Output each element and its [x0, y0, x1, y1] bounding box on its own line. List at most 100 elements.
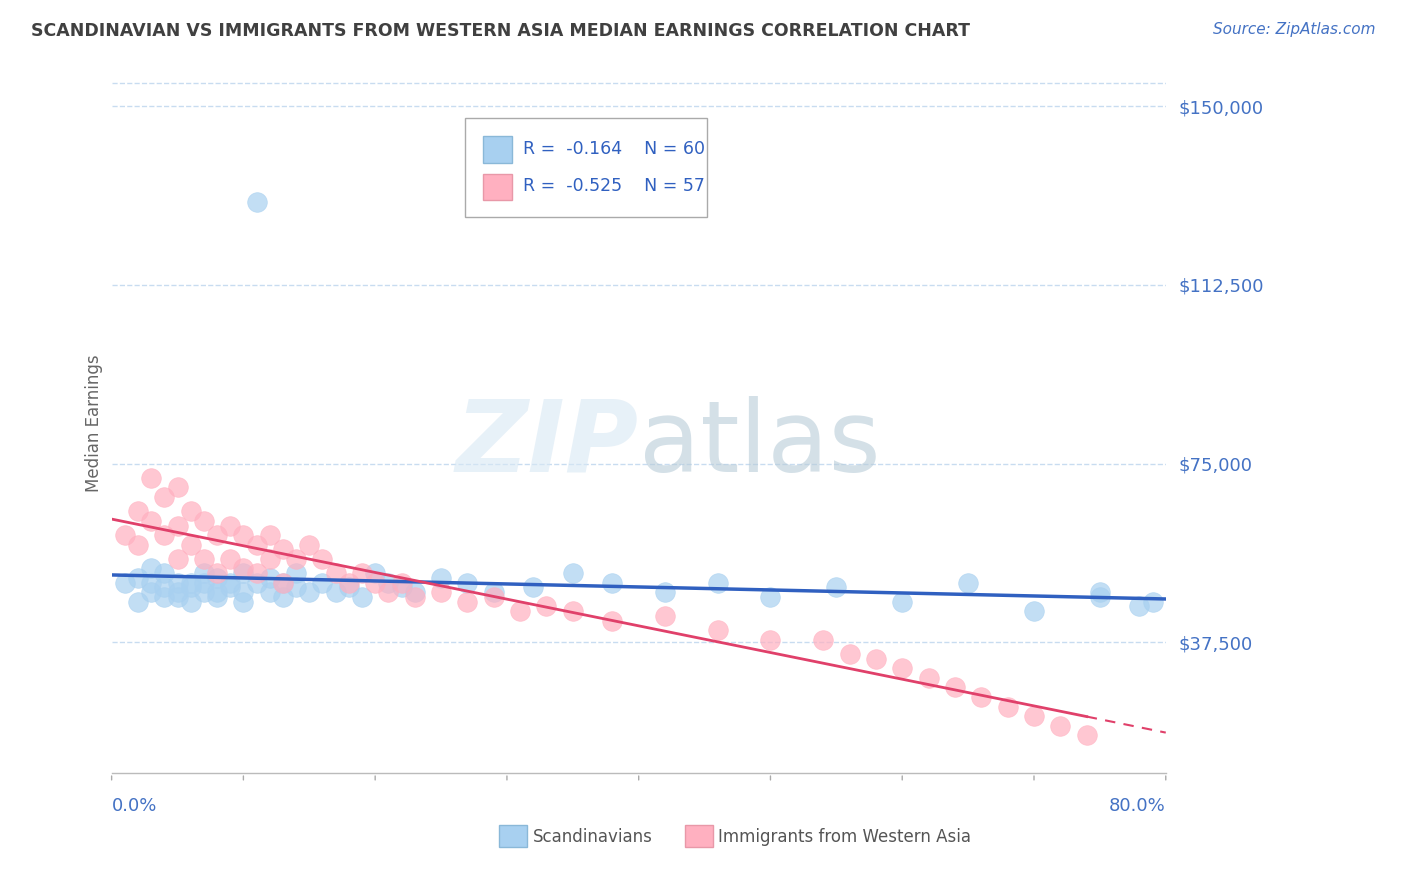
- Point: [127, 595, 149, 609]
- Point: [325, 566, 347, 581]
- Point: [141, 585, 163, 599]
- Point: [1088, 590, 1111, 604]
- Point: [654, 585, 676, 599]
- Point: [970, 690, 993, 704]
- Point: [706, 624, 728, 638]
- Point: [180, 575, 202, 590]
- Point: [377, 575, 399, 590]
- Point: [232, 561, 254, 575]
- Point: [166, 585, 188, 599]
- Point: [166, 575, 188, 590]
- Point: [153, 528, 176, 542]
- Point: [245, 194, 267, 209]
- Point: [891, 661, 914, 675]
- Point: [1022, 604, 1045, 618]
- Point: [825, 581, 848, 595]
- Point: [943, 681, 966, 695]
- Point: [706, 575, 728, 590]
- Text: ZIP: ZIP: [456, 395, 638, 492]
- Point: [153, 566, 176, 581]
- Point: [193, 566, 215, 581]
- Point: [350, 566, 373, 581]
- Text: 0.0%: 0.0%: [111, 797, 157, 815]
- Point: [391, 581, 413, 595]
- Point: [232, 566, 254, 581]
- Point: [205, 566, 228, 581]
- Text: R =  -0.525    N = 57: R = -0.525 N = 57: [523, 178, 704, 195]
- Text: atlas: atlas: [638, 395, 880, 492]
- Point: [259, 528, 281, 542]
- Point: [337, 581, 360, 595]
- Text: Source: ZipAtlas.com: Source: ZipAtlas.com: [1212, 22, 1375, 37]
- Point: [114, 575, 136, 590]
- Point: [153, 590, 176, 604]
- Point: [522, 581, 544, 595]
- FancyBboxPatch shape: [465, 119, 707, 217]
- Point: [271, 590, 294, 604]
- Point: [1142, 595, 1164, 609]
- Point: [509, 604, 531, 618]
- Point: [259, 585, 281, 599]
- Point: [180, 581, 202, 595]
- Point: [127, 504, 149, 518]
- Point: [232, 595, 254, 609]
- Point: [364, 575, 387, 590]
- Point: [114, 528, 136, 542]
- Point: [245, 537, 267, 551]
- Point: [561, 604, 583, 618]
- Point: [141, 575, 163, 590]
- Point: [205, 585, 228, 599]
- Point: [232, 528, 254, 542]
- Point: [219, 518, 242, 533]
- Point: [141, 561, 163, 575]
- Point: [166, 518, 188, 533]
- Point: [865, 652, 887, 666]
- Point: [311, 552, 333, 566]
- Point: [1088, 585, 1111, 599]
- Point: [141, 514, 163, 528]
- Y-axis label: Median Earnings: Median Earnings: [86, 354, 103, 491]
- Point: [180, 537, 202, 551]
- Point: [166, 480, 188, 494]
- Point: [391, 575, 413, 590]
- Point: [193, 575, 215, 590]
- Point: [1128, 599, 1150, 614]
- Point: [325, 585, 347, 599]
- Point: [285, 566, 308, 581]
- Point: [232, 585, 254, 599]
- Point: [166, 552, 188, 566]
- Point: [245, 575, 267, 590]
- Point: [205, 528, 228, 542]
- Text: 80.0%: 80.0%: [1109, 797, 1166, 815]
- Point: [259, 571, 281, 585]
- Point: [153, 490, 176, 504]
- Point: [482, 585, 505, 599]
- Point: [166, 590, 188, 604]
- Point: [271, 575, 294, 590]
- Point: [456, 575, 478, 590]
- Point: [193, 514, 215, 528]
- Point: [536, 599, 558, 614]
- Point: [205, 590, 228, 604]
- Point: [180, 504, 202, 518]
- Point: [180, 595, 202, 609]
- Point: [127, 571, 149, 585]
- Point: [245, 566, 267, 581]
- Point: [456, 595, 478, 609]
- FancyBboxPatch shape: [482, 136, 512, 162]
- Text: Immigrants from Western Asia: Immigrants from Western Asia: [718, 828, 972, 846]
- Point: [193, 552, 215, 566]
- Point: [259, 552, 281, 566]
- Point: [219, 581, 242, 595]
- Point: [602, 614, 624, 628]
- Point: [404, 585, 426, 599]
- Point: [271, 575, 294, 590]
- Point: [811, 632, 834, 647]
- Point: [430, 585, 453, 599]
- Point: [219, 575, 242, 590]
- Point: [838, 647, 860, 661]
- Point: [285, 581, 308, 595]
- Point: [205, 571, 228, 585]
- Point: [364, 566, 387, 581]
- Point: [1022, 709, 1045, 723]
